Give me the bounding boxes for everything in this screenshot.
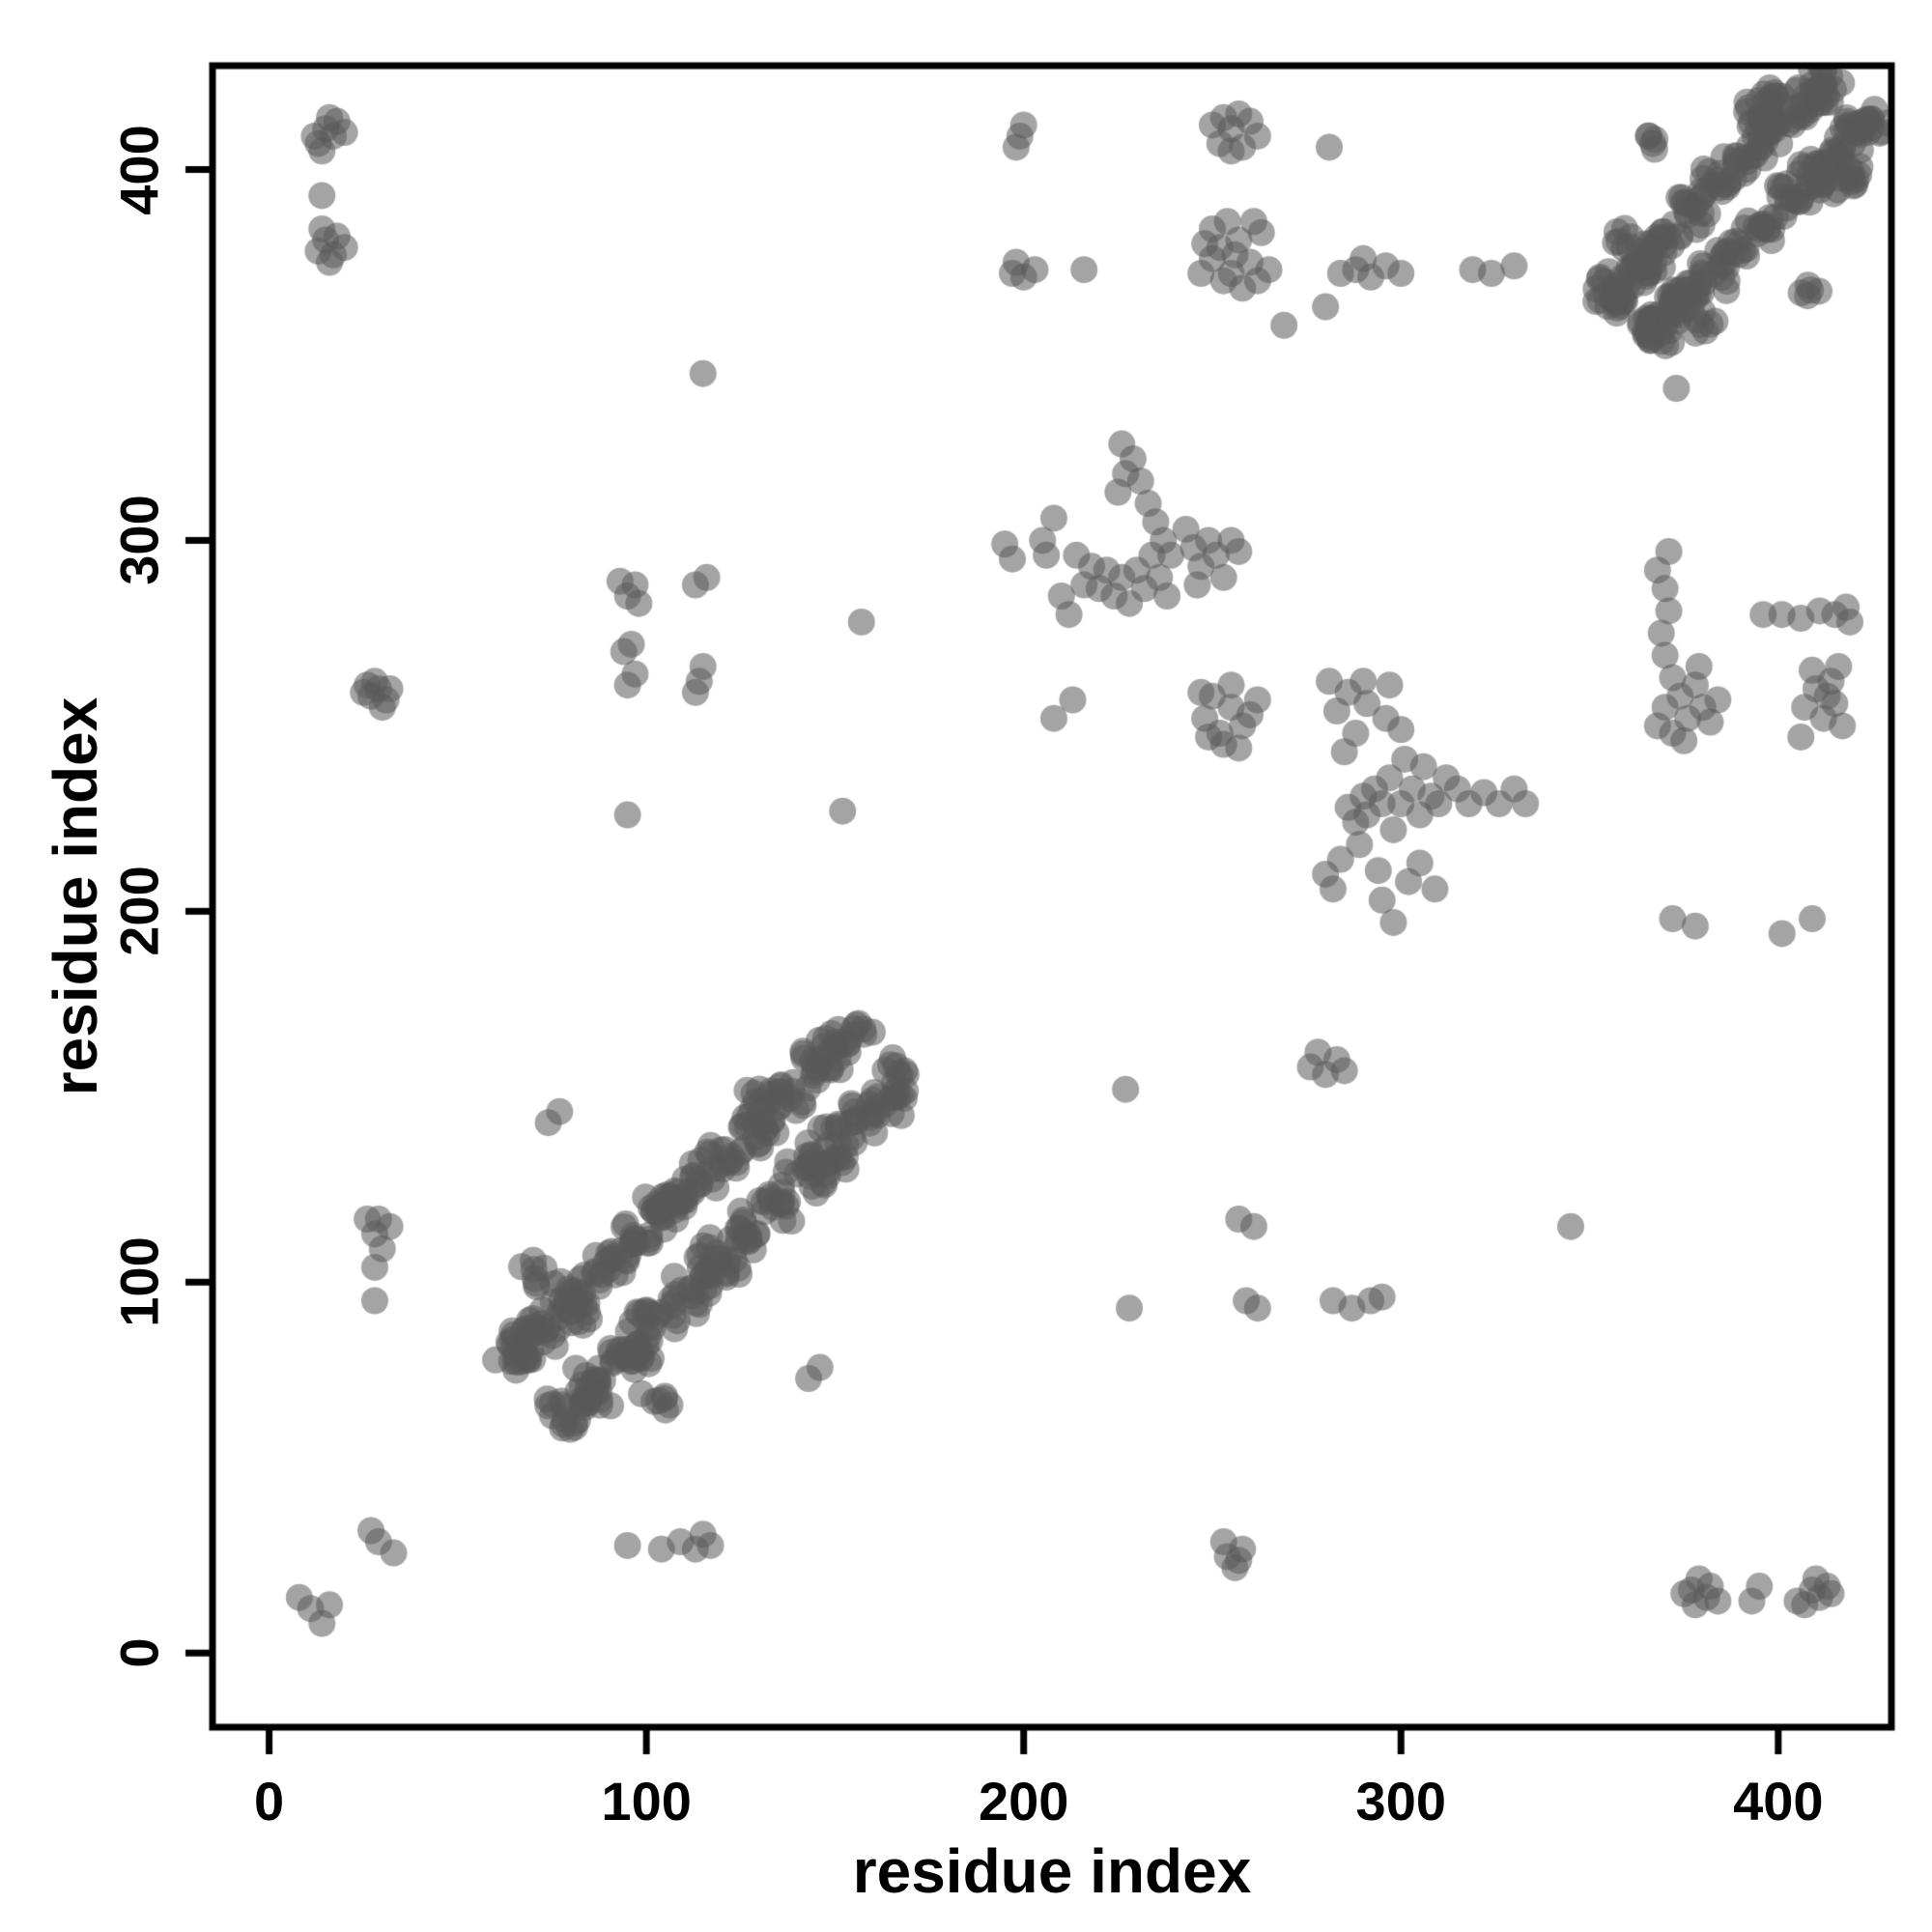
y-tick-label-200: 200 (108, 866, 170, 957)
y-tick-label-0: 0 (108, 1637, 170, 1668)
x-tick-label-0: 0 (254, 1771, 285, 1832)
x-tick-label-300: 300 (1355, 1771, 1446, 1832)
y-axis-title: residue index (41, 696, 110, 1096)
x-tick-label-200: 200 (978, 1771, 1069, 1832)
x-tick-label-400: 400 (1733, 1771, 1824, 1832)
x-tick-label-100: 100 (601, 1771, 692, 1832)
x-axis-title: residue index (852, 1836, 1252, 1906)
y-tick-label-300: 300 (108, 495, 170, 586)
y-tick-label-100: 100 (108, 1236, 170, 1327)
y-tick-label-400: 400 (108, 124, 170, 215)
